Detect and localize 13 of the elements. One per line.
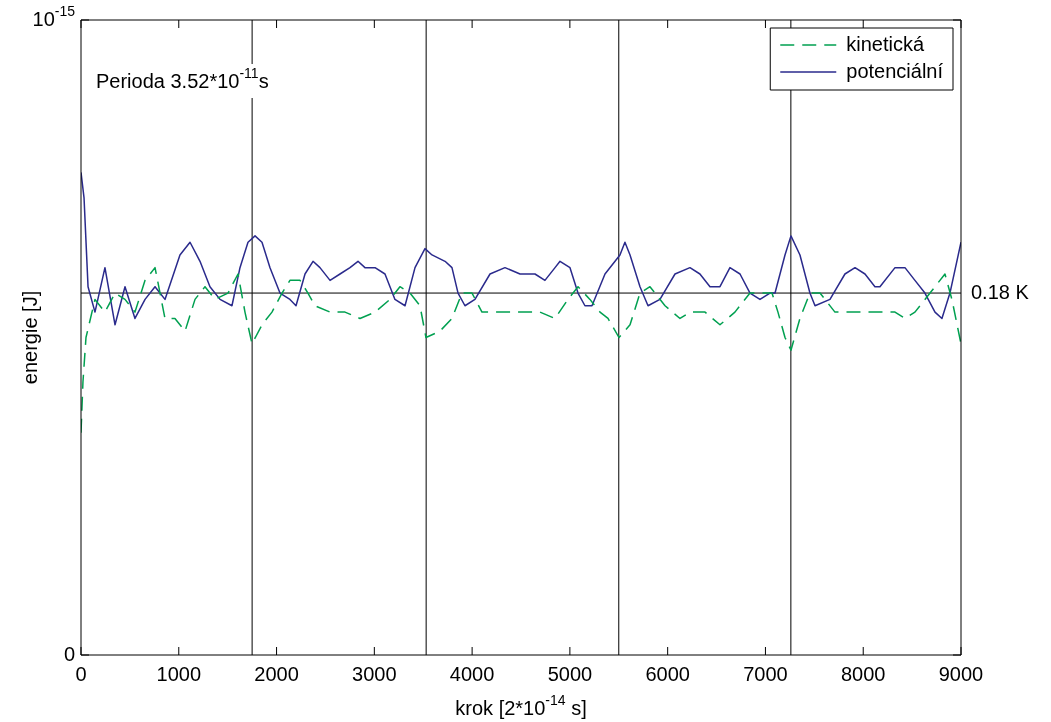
x-tick-label: 4000 bbox=[449, 662, 495, 685]
x-tick-label: 2000 bbox=[254, 662, 299, 685]
x-tick-label: 9000 bbox=[938, 662, 984, 685]
x-tick-label: 7000 bbox=[743, 662, 788, 685]
x-tick-label: 1000 bbox=[156, 662, 202, 685]
y-axis-title: energie [J] bbox=[18, 290, 41, 385]
legend-label: potenciální bbox=[846, 59, 944, 82]
x-tick-label: 6000 bbox=[645, 662, 690, 685]
x-tick-label: 8000 bbox=[840, 662, 886, 685]
x-tick-label: 3000 bbox=[352, 662, 397, 685]
ref-line-label: 0.18 K bbox=[971, 280, 1030, 303]
x-tick-label: 5000 bbox=[547, 662, 593, 685]
legend-label: kinetická bbox=[846, 32, 925, 55]
